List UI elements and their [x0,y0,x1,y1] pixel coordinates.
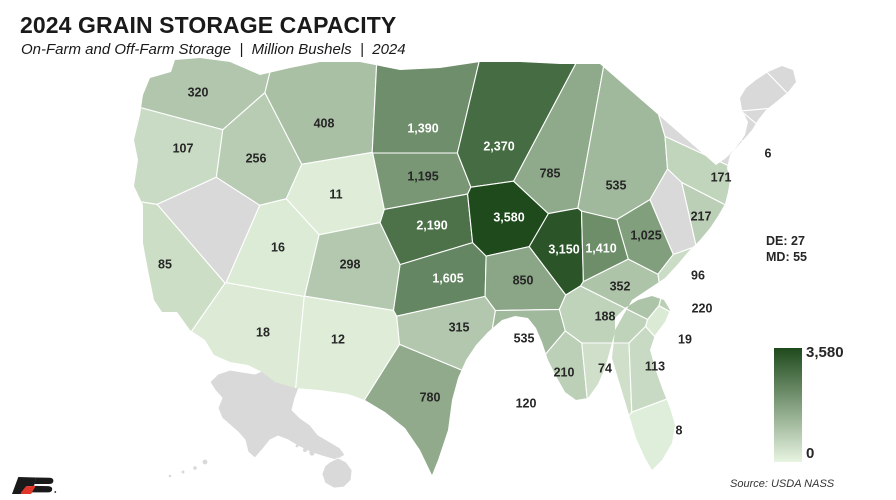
svg-text:3,150: 3,150 [548,242,579,256]
svg-text:2,190: 2,190 [416,218,447,232]
svg-text:1,025: 1,025 [630,228,661,242]
svg-text:8: 8 [676,423,683,437]
svg-text:171: 171 [711,170,732,184]
svg-text:MD: 55: MD: 55 [766,250,807,264]
svg-text:315: 315 [449,320,470,334]
svg-text:0: 0 [806,445,814,462]
svg-text:16: 16 [271,240,285,254]
svg-text:96: 96 [691,268,705,282]
svg-text:217: 217 [691,209,712,223]
svg-text:3,580: 3,580 [493,210,524,224]
svg-text:DE: 27: DE: 27 [766,234,805,248]
svg-text:298: 298 [340,257,361,271]
svg-text:1,410: 1,410 [585,241,616,255]
svg-text:535: 535 [606,178,627,192]
svg-text:107: 107 [173,141,194,155]
svg-text:1,195: 1,195 [407,169,438,183]
svg-text:220: 220 [692,301,713,315]
svg-text:352: 352 [610,279,631,293]
svg-text:1,605: 1,605 [432,271,463,285]
svg-text:18: 18 [256,325,270,339]
svg-text:850: 850 [513,273,534,287]
svg-text:210: 210 [554,365,575,379]
svg-text:19: 19 [678,332,692,346]
svg-text:785: 785 [540,166,561,180]
svg-text:535: 535 [514,331,535,345]
svg-text:6: 6 [765,146,772,160]
svg-text:113: 113 [645,359,665,373]
svg-text:188: 188 [595,309,616,323]
svg-text:12: 12 [331,332,345,346]
svg-text:1,390: 1,390 [407,121,438,135]
svg-text:780: 780 [420,390,441,404]
svg-text:11: 11 [329,187,342,201]
svg-text:120: 120 [516,396,537,410]
svg-text:320: 320 [188,85,209,99]
svg-text:85: 85 [158,257,172,271]
svg-text:408: 408 [314,116,335,130]
svg-text:3,580: 3,580 [806,344,844,361]
svg-text:74: 74 [598,361,612,375]
svg-text:256: 256 [246,151,267,165]
svg-text:2,370: 2,370 [483,139,514,153]
